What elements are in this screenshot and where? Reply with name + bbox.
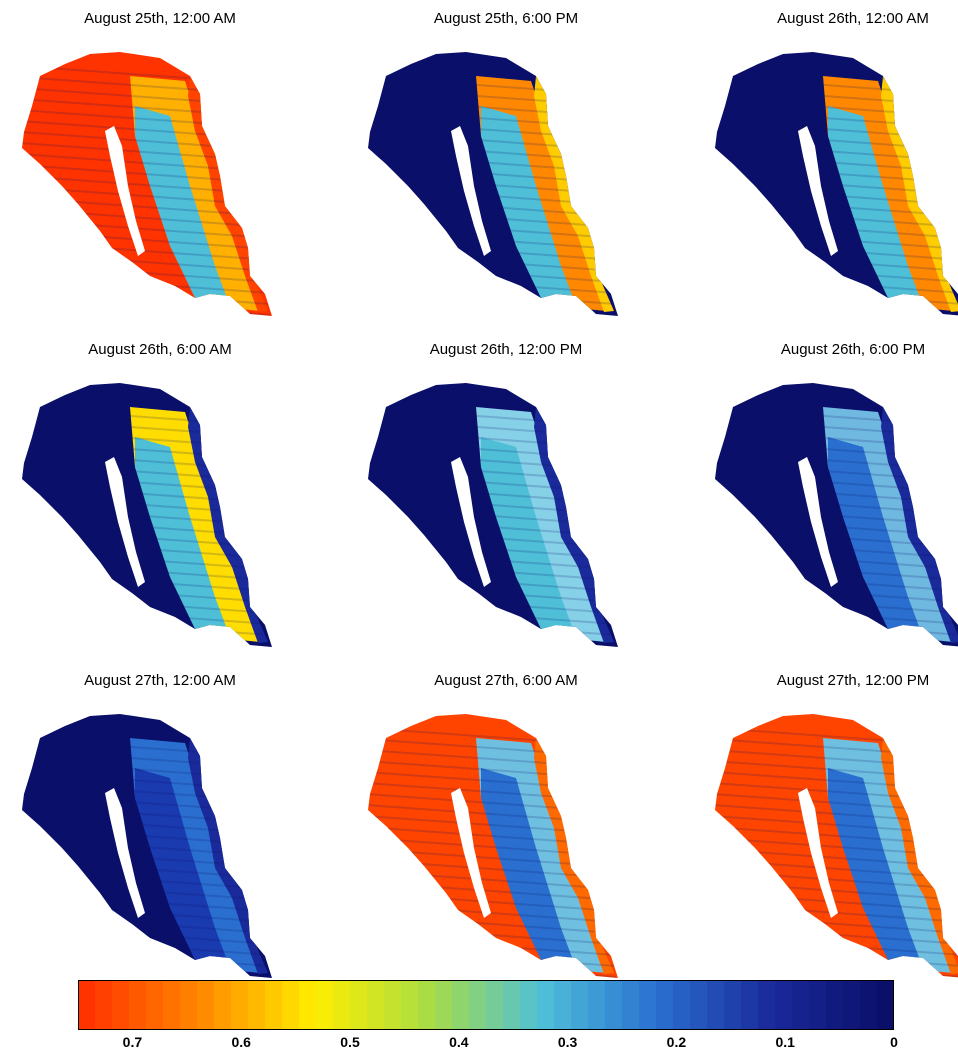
colorbar-tick-label: 0.2 xyxy=(666,1034,687,1050)
colorbar-segment xyxy=(367,980,385,1030)
colorbar-segment xyxy=(877,980,894,1030)
colorbar-segment xyxy=(724,980,742,1030)
moisture-map xyxy=(715,383,958,647)
colorbar-segment xyxy=(78,980,96,1030)
colorbar-segment xyxy=(265,980,283,1030)
colorbar-segment xyxy=(486,980,504,1030)
colorbar-tick-label: 0.3 xyxy=(557,1034,578,1050)
colorbar-segment xyxy=(605,980,623,1030)
moisture-map xyxy=(715,714,958,978)
colorbar-border xyxy=(78,980,894,1030)
colorbar-segment xyxy=(656,980,674,1030)
map-panel: August 25th, 6:00 PM xyxy=(346,0,666,330)
colorbar-tick-label: 0.4 xyxy=(449,1034,469,1050)
colorbar-segment xyxy=(860,980,878,1030)
panel-title: August 26th, 6:00 AM xyxy=(88,341,232,358)
colorbar-tick-label: 0.1 xyxy=(775,1034,795,1050)
colorbar-segment xyxy=(146,980,164,1030)
colorbar-segment xyxy=(639,980,657,1030)
map-panel: August 26th, 6:00 PM xyxy=(693,331,958,661)
moisture-map xyxy=(22,52,272,316)
colorbar-segment xyxy=(214,980,232,1030)
colorbar-segment xyxy=(435,980,453,1030)
colorbar-segment xyxy=(401,980,419,1030)
panel-title: August 25th, 6:00 PM xyxy=(433,10,579,27)
colorbar-segment xyxy=(350,980,368,1030)
colorbar-segment xyxy=(299,980,317,1030)
map-panel: August 25th, 12:00 AM xyxy=(0,0,320,330)
map-panel: August 26th, 12:00 AM xyxy=(693,0,958,330)
map-panel: August 26th, 6:00 AM xyxy=(0,331,320,661)
colorbar-segment xyxy=(843,980,861,1030)
panel-title: August 26th, 12:00 PM xyxy=(429,341,583,358)
colorbar-segment xyxy=(129,980,147,1030)
colorbar-segment xyxy=(622,980,640,1030)
panel-title: August 26th, 6:00 PM xyxy=(780,341,926,358)
colorbar-segment xyxy=(520,980,538,1030)
colorbar-segment xyxy=(792,980,810,1030)
panel-title: August 26th, 12:00 AM xyxy=(777,10,929,27)
colorbar-segment xyxy=(452,980,470,1030)
colorbar-segment xyxy=(163,980,181,1030)
colorbar-segment xyxy=(333,980,351,1030)
colorbar-segment xyxy=(282,980,300,1030)
colorbar-segment xyxy=(554,980,572,1030)
colorbar-segment xyxy=(384,980,402,1030)
colorbar-segment xyxy=(758,980,776,1030)
map-panel: August 27th, 12:00 PM xyxy=(693,662,958,992)
colorbar-segment xyxy=(537,980,555,1030)
colorbar-tick-label: 0.7 xyxy=(122,1034,143,1050)
colorbar-segment xyxy=(231,980,249,1030)
panel-title: August 27th, 12:00 PM xyxy=(776,672,930,689)
moisture-map xyxy=(368,714,618,978)
moisture-map xyxy=(368,52,618,316)
colorbar-segment xyxy=(741,980,759,1030)
map-panel: August 27th, 12:00 AM xyxy=(0,662,320,992)
colorbar-segment xyxy=(248,980,266,1030)
colorbar xyxy=(78,980,894,1030)
panel-title: August 25th, 12:00 AM xyxy=(84,10,236,27)
colorbar-segment xyxy=(809,980,827,1030)
colorbar-segment xyxy=(588,980,606,1030)
colorbar-segment xyxy=(503,980,521,1030)
colorbar-segment xyxy=(826,980,844,1030)
colorbar-segment xyxy=(673,980,691,1030)
colorbar-tick-label: 0.6 xyxy=(231,1034,251,1050)
colorbar-segment xyxy=(180,980,198,1030)
colorbar-segment xyxy=(112,980,130,1030)
colorbar-tick-label: 0.5 xyxy=(340,1034,360,1050)
colorbar-segment xyxy=(418,980,436,1030)
colorbar-segment xyxy=(775,980,793,1030)
colorbar-tick-label: 0 xyxy=(890,1034,898,1050)
colorbar-segment xyxy=(690,980,708,1030)
map-panel: August 27th, 6:00 AM xyxy=(346,662,666,992)
colorbar-segment xyxy=(197,980,215,1030)
moisture-map xyxy=(715,52,958,316)
moisture-map xyxy=(22,714,272,978)
moisture-map xyxy=(22,383,272,647)
colorbar-segment xyxy=(469,980,487,1030)
panel-title: August 27th, 12:00 AM xyxy=(84,672,236,689)
colorbar-segment xyxy=(95,980,113,1030)
panel-title: August 27th, 6:00 AM xyxy=(434,672,578,689)
colorbar-segment xyxy=(571,980,589,1030)
moisture-map xyxy=(368,383,618,647)
colorbar-segment xyxy=(707,980,725,1030)
map-panel: August 26th, 12:00 PM xyxy=(346,331,666,661)
colorbar-segment xyxy=(316,980,334,1030)
